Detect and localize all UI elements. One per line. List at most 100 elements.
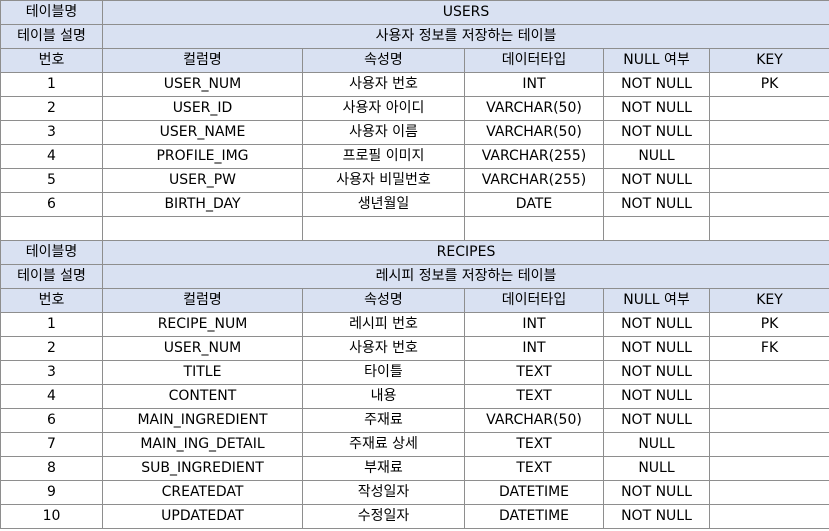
row-number-cell: 10: [0, 504, 103, 529]
key-cell: [708, 504, 829, 529]
row-number-cell: 7: [0, 432, 103, 457]
attribute-name-cell: 사용자 아이디: [302, 96, 465, 121]
table-desc-label: 테이블 설명: [0, 24, 103, 49]
column-name-cell: USER_NUM: [102, 336, 303, 361]
table-row: 3 USER_NAME 사용자 이름 VARCHAR(50) NOT NULL: [0, 120, 829, 145]
data-type-cell: TEXT: [464, 384, 604, 409]
attribute-name-header: 속성명: [302, 48, 465, 73]
empty-cell: [302, 216, 465, 241]
row-number-cell: 9: [0, 480, 103, 505]
key-cell: [708, 96, 829, 121]
data-type-cell: DATETIME: [464, 504, 604, 529]
null-flag-cell: NOT NULL: [603, 120, 710, 145]
table-row: 6 MAIN_INGREDIENT 주재료 VARCHAR(50) NOT NULL: [0, 408, 829, 433]
row-number-cell: 3: [0, 360, 103, 385]
row-number-cell: 5: [0, 168, 103, 193]
empty-cell: [464, 216, 604, 241]
data-type-cell: TEXT: [464, 456, 604, 481]
null-flag-cell: NOT NULL: [603, 192, 710, 217]
data-type-cell: VARCHAR(50): [464, 120, 604, 145]
table-row: 7 MAIN_ING_DETAIL 주재료 상세 TEXT NULL: [0, 432, 829, 457]
key-cell: [708, 480, 829, 505]
table-row: 9 CREATEDAT 작성일자 DATETIME NOT NULL: [0, 480, 829, 505]
column-name-cell: CONTENT: [102, 384, 303, 409]
table-row: 4 CONTENT 내용 TEXT NOT NULL: [0, 384, 829, 409]
table-row: 2 USER_ID 사용자 아이디 VARCHAR(50) NOT NULL: [0, 96, 829, 121]
column-name-cell: USER_NAME: [102, 120, 303, 145]
key-cell: [708, 456, 829, 481]
column-name-cell: RECIPE_NUM: [102, 312, 303, 337]
attribute-name-header: 속성명: [302, 288, 465, 313]
empty-cell: [603, 216, 710, 241]
column-header-row: 번호 컬럼명 속성명 데이터타입 NULL 여부 KEY: [0, 48, 829, 73]
table-name-row: 테이블명 USERS: [0, 0, 829, 25]
key-cell: PK: [708, 312, 829, 337]
attribute-name-cell: 생년월일: [302, 192, 465, 217]
key-header: KEY: [708, 48, 829, 73]
null-flag-cell: NOT NULL: [603, 336, 710, 361]
table-desc-row: 테이블 설명 사용자 정보를 저장하는 테이블: [0, 24, 829, 49]
column-header-row: 번호 컬럼명 속성명 데이터타입 NULL 여부 KEY: [0, 288, 829, 313]
column-name-cell: BIRTH_DAY: [102, 192, 303, 217]
null-flag-cell: NOT NULL: [603, 72, 710, 97]
attribute-name-cell: 사용자 이름: [302, 120, 465, 145]
table-desc-label: 테이블 설명: [0, 264, 103, 289]
table-row: 5 USER_PW 사용자 비밀번호 VARCHAR(255) NOT NULL: [0, 168, 829, 193]
column-name-cell: SUB_INGREDIENT: [102, 456, 303, 481]
table-row: 4 PROFILE_IMG 프로필 이미지 VARCHAR(255) NULL: [0, 144, 829, 169]
key-cell: [708, 120, 829, 145]
null-flag-cell: NOT NULL: [603, 360, 710, 385]
row-number-cell: 2: [0, 96, 103, 121]
data-type-cell: TEXT: [464, 432, 604, 457]
empty-cell: [0, 216, 103, 241]
column-name-cell: USER_PW: [102, 168, 303, 193]
data-type-cell: VARCHAR(255): [464, 144, 604, 169]
table-desc-row: 테이블 설명 레시피 정보를 저장하는 테이블: [0, 264, 829, 289]
empty-cell: [708, 216, 829, 241]
key-cell: [708, 384, 829, 409]
data-type-cell: VARCHAR(255): [464, 168, 604, 193]
key-header: KEY: [708, 288, 829, 313]
attribute-name-cell: 주재료 상세: [302, 432, 465, 457]
attribute-name-cell: 수정일자: [302, 504, 465, 529]
table-name-value: USERS: [101, 0, 829, 25]
key-cell: PK: [708, 72, 829, 97]
column-name-header: 컬럼명: [102, 288, 303, 313]
spacer-row: [0, 216, 829, 241]
null-flag-cell: NULL: [603, 456, 710, 481]
null-flag-cell: NOT NULL: [603, 168, 710, 193]
attribute-name-cell: 사용자 비밀번호: [302, 168, 465, 193]
row-number-cell: 3: [0, 120, 103, 145]
table-row: 6 BIRTH_DAY 생년월일 DATE NOT NULL: [0, 192, 829, 217]
table-name-label: 테이블명: [0, 240, 103, 265]
attribute-name-cell: 사용자 번호: [302, 72, 465, 97]
number-header: 번호: [0, 288, 103, 313]
data-type-cell: DATE: [464, 192, 604, 217]
attribute-name-cell: 프로필 이미지: [302, 144, 465, 169]
column-name-cell: MAIN_INGREDIENT: [102, 408, 303, 433]
table-desc-value: 사용자 정보를 저장하는 테이블: [101, 24, 829, 49]
table-name-label: 테이블명: [0, 0, 103, 25]
column-name-cell: TITLE: [102, 360, 303, 385]
column-name-cell: PROFILE_IMG: [102, 144, 303, 169]
attribute-name-cell: 사용자 번호: [302, 336, 465, 361]
data-type-header: 데이터타입: [464, 288, 604, 313]
null-flag-cell: NOT NULL: [603, 96, 710, 121]
row-number-cell: 4: [0, 144, 103, 169]
null-flag-header: NULL 여부: [603, 288, 710, 313]
key-cell: FK: [708, 336, 829, 361]
data-type-cell: VARCHAR(50): [464, 408, 604, 433]
column-name-cell: USER_ID: [102, 96, 303, 121]
null-flag-cell: NULL: [603, 432, 710, 457]
key-cell: [708, 432, 829, 457]
null-flag-cell: NULL: [603, 144, 710, 169]
table-row: 10 UPDATEDAT 수정일자 DATETIME NOT NULL: [0, 504, 829, 529]
data-type-cell: TEXT: [464, 360, 604, 385]
attribute-name-cell: 레시피 번호: [302, 312, 465, 337]
table-desc-value: 레시피 정보를 저장하는 테이블: [101, 264, 829, 289]
attribute-name-cell: 내용: [302, 384, 465, 409]
null-flag-cell: NOT NULL: [603, 480, 710, 505]
key-cell: [708, 192, 829, 217]
empty-cell: [102, 216, 303, 241]
row-number-cell: 1: [0, 312, 103, 337]
